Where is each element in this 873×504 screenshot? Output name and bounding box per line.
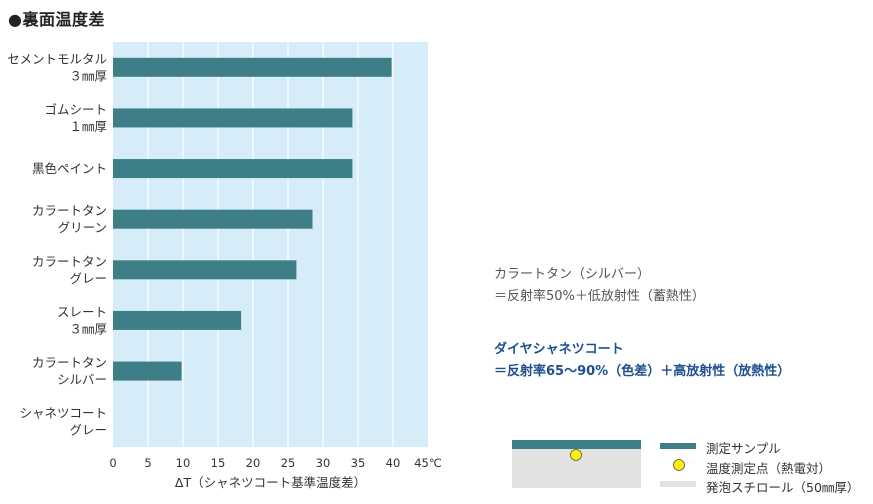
note-silver-line1: カラートタン（シルバー） (494, 267, 651, 282)
plot-area (113, 42, 428, 447)
chart-title: ●裏面温度差 (8, 10, 105, 29)
y-category-label: グリーン (58, 220, 107, 235)
y-category-label: カラートタン (32, 203, 107, 218)
legend-point-label: 温度測定点（熱電対） (706, 461, 832, 476)
note-coat-line2: ＝反射率65～90%（色差）＋高放射性（放熱性） (494, 364, 791, 379)
y-category-label: １㎜厚 (69, 119, 107, 134)
y-category-label: ３㎜厚 (69, 321, 107, 336)
legend-sample-label: 測定サンプル (706, 441, 781, 456)
x-tick-label: 0 (109, 456, 116, 470)
note-coat-line1: ダイヤシャネツコート (494, 342, 624, 357)
x-tick-label: 15 (211, 456, 226, 470)
y-category-label: シルバー (57, 372, 107, 387)
bar (113, 159, 353, 179)
note-silver-line2: ＝反射率50%＋低放射性（蓄熱性） (494, 289, 705, 304)
y-category-label: シャネツコート (19, 406, 107, 421)
x-tick-label: 20 (246, 456, 261, 470)
x-tick-label: 25 (281, 456, 296, 470)
x-tick-label: 40 (386, 456, 401, 470)
y-category-label: カラートタン (32, 254, 107, 269)
y-category-label: グレー (69, 423, 107, 438)
bar (113, 310, 242, 330)
note-silver: カラートタン（シルバー） ＝反射率50%＋低放射性（蓄熱性） (494, 264, 705, 308)
x-tick-label: 30 (316, 456, 331, 470)
bar (113, 108, 353, 128)
y-category-label: グレー (69, 271, 107, 286)
y-category-label: カラートタン (32, 355, 107, 370)
note-coat: ダイヤシャネツコート ＝反射率65～90%（色差）＋高放射性（放熱性） (494, 339, 790, 383)
y-category-label: スレート (57, 304, 107, 319)
y-category-label: セメントモルタル (7, 51, 107, 66)
x-tick-label: 45℃ (414, 456, 442, 470)
legend-foam-label: 発泡スチロール（50㎜厚） (706, 480, 860, 495)
y-category-label: ３㎜厚 (69, 68, 107, 83)
x-axis-label: ΔT（シャネツコート基準温度差） (175, 475, 366, 490)
bar (113, 57, 392, 77)
bar (113, 361, 182, 381)
bar (113, 260, 297, 280)
bar (113, 209, 313, 229)
x-tick-label: 35 (351, 456, 366, 470)
x-tick-label: 10 (176, 456, 191, 470)
y-category-label: ゴムシート (44, 102, 107, 117)
y-category-label: 黒色ペイント (32, 161, 107, 176)
x-tick-label: 5 (144, 456, 151, 470)
